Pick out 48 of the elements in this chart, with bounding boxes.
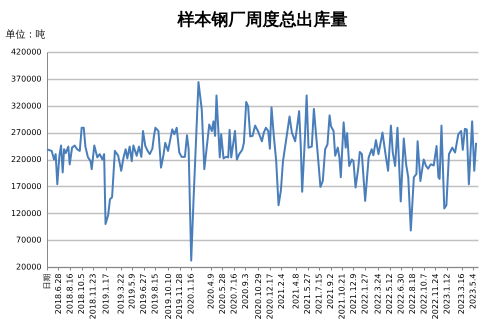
x-tick-label: 2018.10.5 (77, 274, 86, 314)
x-tick-label: 2019.6.27 (139, 274, 148, 314)
x-tick-label: 2021.7.15 (314, 274, 324, 314)
x-tick-label: 2018.6.28 (54, 274, 63, 314)
x-tick-label: 2019.1.17 (101, 274, 110, 314)
x-tick-label: 2020.4.9 (206, 274, 216, 310)
x-tick-label: 2022.5.12 (385, 274, 394, 314)
x-tick-label: 2019.11.28 (175, 274, 184, 320)
y-axis-title: 单位：吨 (6, 28, 46, 40)
y-tick-label: 370000 (10, 74, 42, 84)
x-tick-label: 2021.5.27 (303, 274, 312, 314)
x-tick-label: 2019.5.9 (128, 274, 137, 310)
chart-title: 样本钢厂周度总出库量 (176, 10, 348, 30)
x-tick-label: 2022.6.30 (396, 274, 406, 314)
x-tick-label: 2022.10.7 (420, 274, 429, 314)
x-tick-label: 2022.11.24 (430, 274, 440, 320)
y-tick-label: 120000 (10, 208, 42, 218)
x-tick-label: 2020.12.17 (265, 274, 274, 320)
x-tick-label: 2021.12.9 (348, 274, 358, 314)
x-tick-label: 2020.10.29 (254, 274, 263, 320)
line-series (46, 81, 478, 262)
x-tick-label: 2018.11.23 (88, 274, 98, 320)
y-tick-label: 320000 (10, 101, 42, 110)
x-tick-label: 2022.1.27 (360, 274, 370, 314)
x-tick-label: 2021.9.2 (326, 274, 336, 310)
y-tick-label: 170000 (10, 182, 42, 191)
x-tick-label: 2019.8.15 (150, 274, 160, 314)
y-tick-label: 20000 (16, 262, 42, 272)
y-tick-label: 270000 (10, 128, 42, 138)
y-tick-label: 420000 (10, 48, 42, 56)
x-tick-label: 2023.1.12 (442, 274, 452, 314)
x-tick-label: 2020.9.3 (240, 274, 250, 310)
y-tick-label: 70000 (16, 236, 42, 245)
x-tick-label: 2019.10.10 (164, 274, 173, 320)
x-tick-label: 2018.8.16 (65, 274, 74, 314)
x-tick-label: 2020.7.16 (229, 274, 238, 314)
x-tick-label: 2021.4.8 (292, 274, 301, 310)
x-tick-label: 2023.3.16 (457, 274, 466, 314)
x-tick-label: 2022.3.24 (374, 274, 383, 314)
x-tick-label: 2020.1.16 (186, 274, 196, 314)
y-tick-label: 220000 (10, 155, 42, 164)
x-tick-label: 2023.5.4 (468, 274, 478, 310)
x-tick-label: 2021.10.21 (337, 274, 346, 320)
x-tick-label: 2020.5.28 (218, 274, 227, 314)
x-tick-label: 2022.8.18 (408, 274, 417, 314)
x-tick-label: 2021.2.4 (276, 274, 286, 310)
x-tick-label: 2019.3.22 (116, 274, 126, 314)
x-tick-label: 日期 (42, 274, 52, 290)
